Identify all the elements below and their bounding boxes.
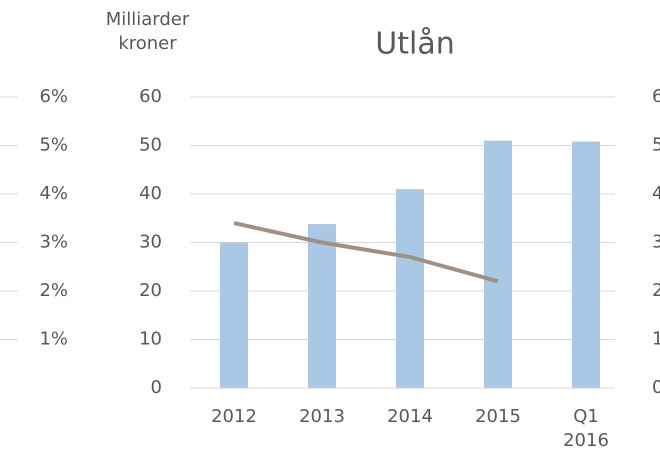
y2-tick-label: 5	[652, 135, 660, 156]
bar	[396, 189, 424, 388]
bar	[220, 242, 248, 388]
bar	[484, 140, 512, 388]
y2-tick-label: 3	[652, 232, 660, 253]
y-tick-label: 50	[139, 135, 162, 156]
y-tick-label: 60	[139, 86, 162, 107]
y2-tick-label: 2	[652, 280, 660, 301]
x-tick-label: 2015	[475, 406, 521, 427]
y-tick-label: 30	[139, 232, 162, 253]
y-tick-label: 10	[139, 329, 162, 350]
chart-title: Utlån	[375, 27, 454, 62]
y-tick-label: 3%	[39, 232, 68, 253]
y-tick-label: 40	[139, 183, 162, 204]
x-tick-label: 2013	[299, 406, 345, 427]
y2-tick-label: 6	[652, 86, 660, 107]
y-axis-label: Milliarder kroner	[105, 9, 190, 54]
bar	[572, 141, 600, 388]
x-tick-label: 2014	[387, 406, 433, 427]
y2-tick-label: 1	[652, 329, 660, 350]
y-tick-label: 5%	[39, 135, 68, 156]
line	[233, 221, 499, 284]
x-tick-label: 2012	[211, 406, 257, 427]
x-tick-label: Q1 2016	[563, 406, 609, 451]
y-tick-label: 0	[151, 377, 162, 398]
y-tick-label: 2%	[39, 280, 68, 301]
y-tick-label: 4%	[39, 183, 68, 204]
y2-tick-label: 0	[652, 377, 660, 398]
y-tick-label: 6%	[39, 86, 68, 107]
y-tick-label: 20	[139, 280, 162, 301]
y-tick-label: 1%	[39, 329, 68, 350]
y2-tick-label: 4	[652, 183, 660, 204]
bar	[308, 224, 336, 388]
